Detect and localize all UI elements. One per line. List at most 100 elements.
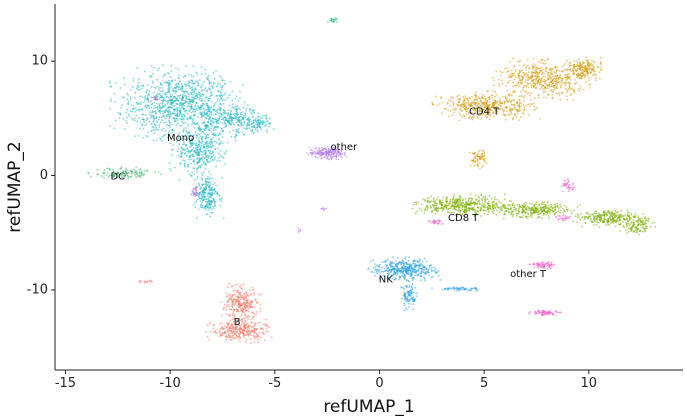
data-point xyxy=(132,80,135,82)
data-point xyxy=(527,86,530,89)
data-point xyxy=(245,109,247,112)
data-point xyxy=(240,125,243,127)
data-point xyxy=(493,99,495,102)
data-point xyxy=(130,104,133,106)
data-point xyxy=(595,212,598,215)
data-point xyxy=(523,210,526,213)
data-point xyxy=(373,271,376,274)
data-point xyxy=(469,151,471,154)
data-point xyxy=(630,229,633,232)
data-point xyxy=(565,206,568,209)
data-point xyxy=(204,168,207,170)
data-point xyxy=(182,99,185,102)
data-point xyxy=(549,85,551,88)
data-point xyxy=(199,111,202,113)
data-point xyxy=(579,74,581,77)
data-point xyxy=(202,121,205,124)
data-point xyxy=(212,72,215,74)
data-point xyxy=(190,99,193,101)
data-point xyxy=(198,91,200,94)
data-point xyxy=(203,89,206,91)
data-point xyxy=(548,81,551,84)
data-point xyxy=(208,192,211,195)
data-point xyxy=(150,99,153,102)
data-point xyxy=(205,112,208,114)
data-point xyxy=(150,123,153,125)
data-point xyxy=(434,270,437,273)
data-point xyxy=(519,99,521,102)
data-point xyxy=(139,95,142,98)
data-point xyxy=(172,97,175,99)
data-point xyxy=(576,76,578,79)
data-point xyxy=(237,127,240,130)
data-point xyxy=(225,150,228,152)
data-point xyxy=(199,160,201,163)
data-point xyxy=(578,76,581,79)
data-point xyxy=(576,60,578,62)
data-point xyxy=(496,209,498,212)
data-point xyxy=(172,129,175,132)
data-point xyxy=(204,201,207,203)
data-point xyxy=(441,204,444,207)
data-point xyxy=(573,64,576,66)
data-point xyxy=(512,213,515,216)
data-point xyxy=(493,104,496,107)
data-point xyxy=(555,82,557,85)
data-point xyxy=(297,227,300,229)
data-point xyxy=(196,157,199,160)
data-point xyxy=(405,263,408,266)
data-point xyxy=(581,71,584,74)
data-point xyxy=(478,199,481,202)
data-point xyxy=(189,142,192,145)
data-point xyxy=(200,89,203,92)
data-point xyxy=(136,120,139,123)
data-point xyxy=(161,119,164,121)
data-point xyxy=(566,69,569,71)
data-point xyxy=(412,279,414,281)
data-point xyxy=(416,210,419,213)
data-point xyxy=(329,148,332,151)
data-point xyxy=(202,128,205,131)
data-point xyxy=(634,212,637,215)
data-point xyxy=(165,115,168,118)
data-point xyxy=(587,64,590,66)
data-point xyxy=(446,210,449,213)
data-point xyxy=(112,168,114,171)
data-point xyxy=(474,211,477,214)
data-point xyxy=(512,57,515,60)
data-point xyxy=(559,77,562,80)
data-point xyxy=(142,85,145,88)
data-point xyxy=(158,118,161,121)
data-point xyxy=(339,153,342,156)
data-point xyxy=(434,213,437,215)
data-point xyxy=(545,62,547,65)
data-point xyxy=(187,92,189,95)
data-point xyxy=(603,217,605,219)
data-point xyxy=(243,127,246,130)
data-point xyxy=(485,107,488,110)
data-point xyxy=(608,221,611,223)
data-point xyxy=(628,224,631,227)
data-point xyxy=(202,102,205,105)
data-point xyxy=(182,96,184,99)
data-point xyxy=(211,208,214,211)
data-point xyxy=(184,159,186,162)
data-point xyxy=(540,59,543,62)
data-point xyxy=(495,204,498,207)
data-point xyxy=(474,91,477,94)
data-point xyxy=(617,216,619,219)
data-point xyxy=(509,106,511,109)
data-point xyxy=(617,220,620,223)
data-point xyxy=(177,122,179,125)
data-point xyxy=(541,61,544,64)
data-point xyxy=(167,72,170,75)
data-point xyxy=(195,71,197,74)
data-point xyxy=(188,116,191,118)
data-point xyxy=(152,72,155,75)
data-point xyxy=(483,152,486,154)
data-point xyxy=(125,111,128,114)
data-point xyxy=(493,115,495,118)
data-point xyxy=(498,211,501,214)
data-point xyxy=(181,97,183,100)
data-point xyxy=(549,89,552,92)
